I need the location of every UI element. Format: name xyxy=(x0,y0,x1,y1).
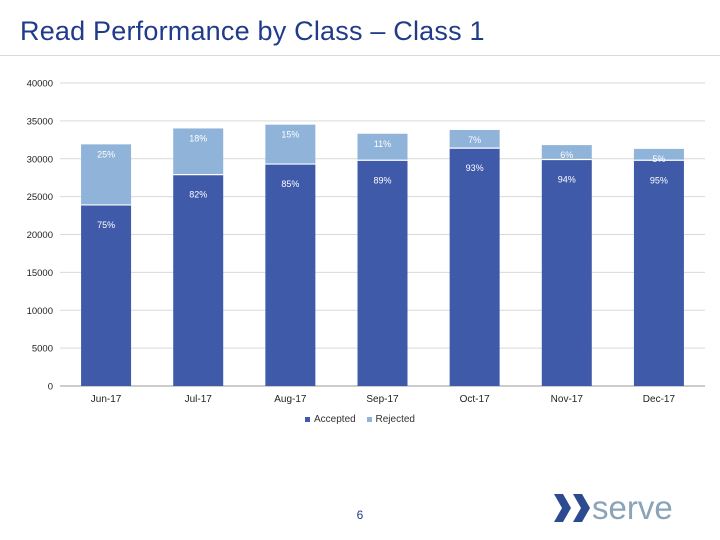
y-tick-label: 15000 xyxy=(27,268,53,279)
bar-accepted-sep-17 xyxy=(357,160,408,386)
bar-accepted-aug-17 xyxy=(265,164,316,386)
bar-accepted-nov-17 xyxy=(541,159,592,386)
data-label-rejected: 5% xyxy=(652,154,665,164)
x-tick-label: Aug-17 xyxy=(274,394,307,405)
x-axis-ticks: Jun-17 Jul-17 Aug-17 Sep-17 Oct-17 Nov-17 Dec-… xyxy=(91,394,676,405)
slide-title: Read Performance by Class – Class 1 xyxy=(20,16,485,46)
data-label-accepted: 89% xyxy=(373,175,391,185)
y-tick-label: 0 xyxy=(48,382,53,393)
bar-rejected-jun-17 xyxy=(81,144,132,205)
bar-rejected-nov-17 xyxy=(541,145,592,160)
data-label-accepted: 82% xyxy=(189,190,207,200)
y-tick-label: 25000 xyxy=(27,192,53,203)
y-tick-label: 10000 xyxy=(27,306,53,317)
bar-rejected-dec-17 xyxy=(633,148,684,161)
y-axis-ticks: 0 5000 10000 15000 20000 25000 30000 35000 40000 xyxy=(27,79,53,393)
x-tick-label: Jun-17 xyxy=(91,394,122,405)
x-tick-label: Dec-17 xyxy=(643,394,676,405)
bar-rejected-sep-17 xyxy=(357,133,408,161)
legend-swatch-accepted xyxy=(305,417,311,422)
x-tick-label: Oct-17 xyxy=(460,394,490,405)
bar-accepted-dec-17 xyxy=(633,160,684,386)
x-tick-label: Nov-17 xyxy=(551,394,584,405)
bars xyxy=(81,124,684,386)
bar-rejected-oct-17 xyxy=(449,129,500,149)
xoserve-logo: serve xyxy=(552,488,702,528)
data-label-accepted: 94% xyxy=(558,175,576,185)
y-tick-label: 30000 xyxy=(27,154,53,165)
data-label-accepted: 85% xyxy=(281,179,299,189)
data-label-rejected: 15% xyxy=(281,130,299,140)
chart-legend: Accepted Rejected xyxy=(0,414,720,425)
legend-item-rejected: Rejected xyxy=(366,414,415,425)
data-label-accepted: 93% xyxy=(466,163,484,173)
data-label-accepted: 75% xyxy=(97,220,115,230)
x-tick-label: Sep-17 xyxy=(366,394,399,405)
data-label-rejected: 7% xyxy=(468,135,481,145)
bar-rejected-jul-17 xyxy=(173,128,224,175)
legend-item-accepted: Accepted xyxy=(305,414,356,425)
legend-label-rejected: Rejected xyxy=(375,414,415,425)
page-number: 6 xyxy=(356,508,364,522)
y-tick-label: 35000 xyxy=(27,116,53,127)
legend-label-accepted: Accepted xyxy=(314,414,356,425)
x-tick-label: Jul-17 xyxy=(185,394,213,405)
y-tick-label: 20000 xyxy=(27,230,53,241)
data-label-accepted: 95% xyxy=(650,175,668,185)
logo-wordmark: serve xyxy=(592,489,673,526)
legend-swatch-rejected xyxy=(366,417,372,422)
title-divider xyxy=(0,55,720,56)
y-tick-label: 40000 xyxy=(27,79,53,90)
bar-rejected-aug-17 xyxy=(265,124,316,165)
stacked-bar-chart: 0 5000 10000 15000 20000 25000 30000 35000 40000… xyxy=(27,79,705,405)
bar-accepted-jun-17 xyxy=(81,204,132,386)
y-tick-label: 5000 xyxy=(32,344,53,355)
data-label-rejected: 11% xyxy=(374,139,391,149)
xoserve-logo-mark xyxy=(554,494,590,522)
data-label-rejected: 18% xyxy=(189,133,207,143)
data-label-rejected: 25% xyxy=(97,149,115,159)
data-labels: 75% 25% 82% 18% 85% 15% 89% 11% 93% 7% 94% 6% 95% 5% xyxy=(97,130,668,230)
bar-accepted-oct-17 xyxy=(449,148,500,386)
data-label-rejected: 6% xyxy=(560,150,573,160)
bar-accepted-jul-17 xyxy=(173,174,224,386)
